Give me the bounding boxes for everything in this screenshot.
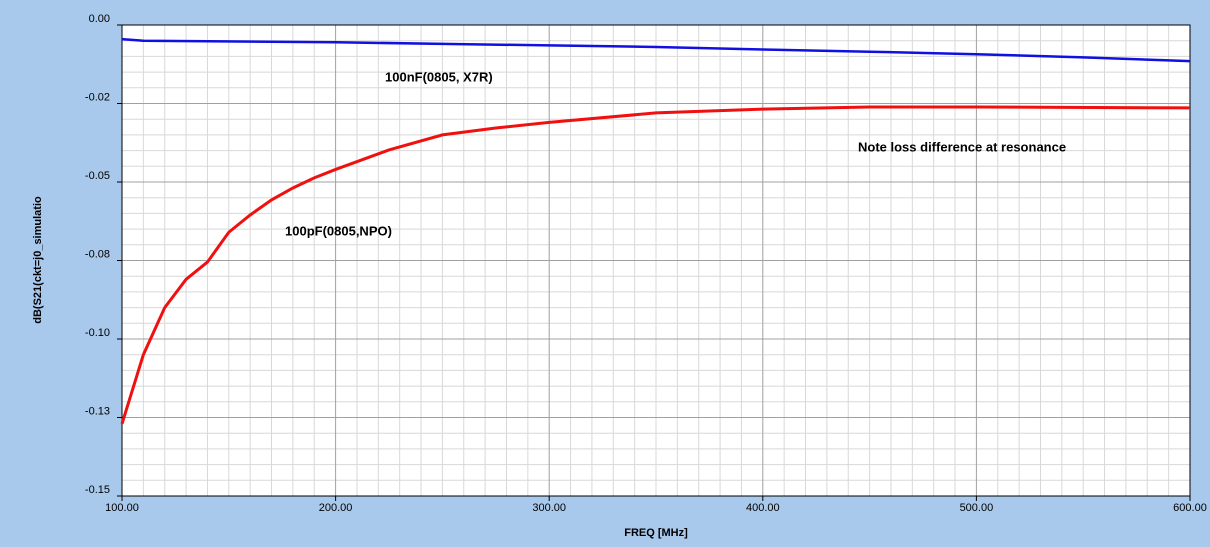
annotation: Note loss difference at resonance: [858, 139, 1066, 154]
grid: [121, 24, 1191, 497]
y-tick-label: -0.08: [85, 248, 110, 260]
x-tick-label: 400.00: [746, 502, 780, 514]
x-tick-label: 200.00: [319, 502, 353, 514]
y-tick-label: -0.05: [85, 170, 110, 182]
series-label: 100pF(0805,NPO): [285, 223, 392, 238]
x-axis-title: FREQ [MHz]: [624, 527, 688, 539]
x-tick-label: 300.00: [532, 502, 566, 514]
y-tick-label: -0.02: [85, 91, 110, 103]
x-tick-label: 100.00: [105, 502, 139, 514]
y-tick-label: 0.00: [89, 13, 110, 25]
x-tick-label: 500.00: [960, 502, 994, 514]
series-label: 100nF(0805, X7R): [385, 69, 493, 84]
y-tick-label: -0.10: [85, 327, 110, 339]
y-axis-title: dB(S21(ckt=j0_simulatio: [32, 196, 44, 324]
y-tick-label: -0.13: [85, 405, 110, 417]
series-line: [121, 37, 1191, 63]
y-tick-label: -0.15: [85, 484, 110, 496]
series-line: [120, 105, 1191, 425]
x-tick-label: 600.00: [1173, 502, 1207, 514]
